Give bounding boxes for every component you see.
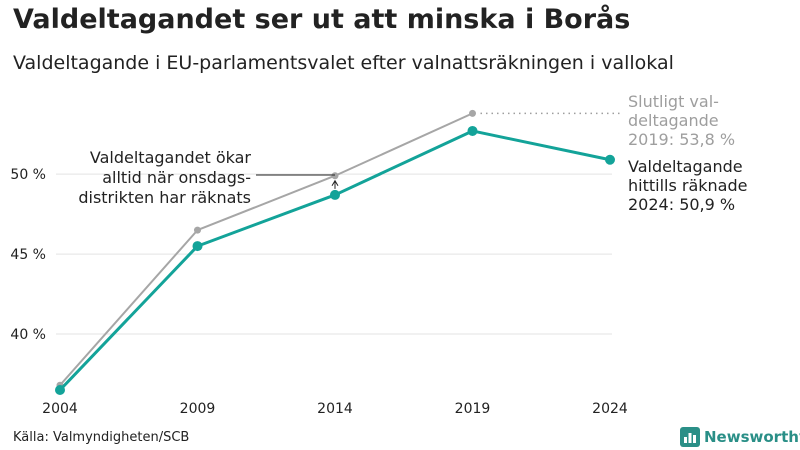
data-point-counted bbox=[330, 189, 340, 200]
bar-chart-logo-icon bbox=[680, 427, 700, 447]
difference-annotation: alltid när onsdags- bbox=[102, 168, 251, 187]
series-layer bbox=[55, 109, 615, 396]
data-point-counted bbox=[605, 154, 615, 165]
annotation-arrowhead bbox=[331, 179, 339, 186]
data-point-counted bbox=[55, 385, 65, 396]
brand-logo: Newsworthy bbox=[680, 427, 800, 447]
x-tick-label: 2019 bbox=[455, 401, 491, 417]
page-subtitle: Valdeltagande i EU-parlamentsvalet efter… bbox=[13, 52, 674, 74]
x-tick-label: 2009 bbox=[180, 401, 216, 417]
source-note: Källa: Valmyndigheten/SCB bbox=[13, 430, 190, 445]
data-point-counted bbox=[192, 241, 203, 252]
final-turnout-label: deltagande bbox=[628, 111, 719, 130]
y-tick-label: 50 % bbox=[10, 167, 46, 183]
difference-annotation: distrikten har räknats bbox=[78, 188, 251, 207]
counted-turnout-label: 2024: 50,9 % bbox=[628, 195, 735, 214]
brand-name: Newsworthy bbox=[704, 428, 800, 446]
counted-turnout-label: hittills räknade bbox=[628, 176, 747, 195]
y-tick-label: 40 % bbox=[10, 327, 46, 343]
x-tick-label: 2004 bbox=[42, 401, 78, 417]
x-tick-label: 2024 bbox=[592, 401, 628, 417]
series-line-final bbox=[59, 112, 473, 386]
difference-annotation: Valdeltagandet ökar bbox=[90, 148, 252, 167]
final-turnout-label: 2019: 53,8 % bbox=[628, 130, 735, 149]
y-tick-label: 45 % bbox=[10, 247, 46, 263]
y-axis-ticks: 40 % 45 % 50 % bbox=[10, 167, 46, 343]
x-axis-ticks: 2004 2009 2014 2019 2024 bbox=[42, 401, 628, 417]
line-chart: 40 % 45 % 50 % 2004 2009 2014 2019 2024 Slutli… bbox=[10, 92, 747, 417]
counted-turnout-label: Valdeltagande bbox=[628, 157, 743, 176]
data-point-final bbox=[331, 172, 339, 180]
page-title: Valdeltagandet ser ut att minska i Borås bbox=[13, 4, 631, 35]
data-point-final bbox=[469, 109, 476, 117]
data-point-final bbox=[194, 226, 201, 234]
x-tick-label: 2014 bbox=[317, 401, 353, 417]
final-turnout-label: Slutligt val- bbox=[628, 92, 719, 111]
data-point-counted bbox=[467, 125, 478, 136]
